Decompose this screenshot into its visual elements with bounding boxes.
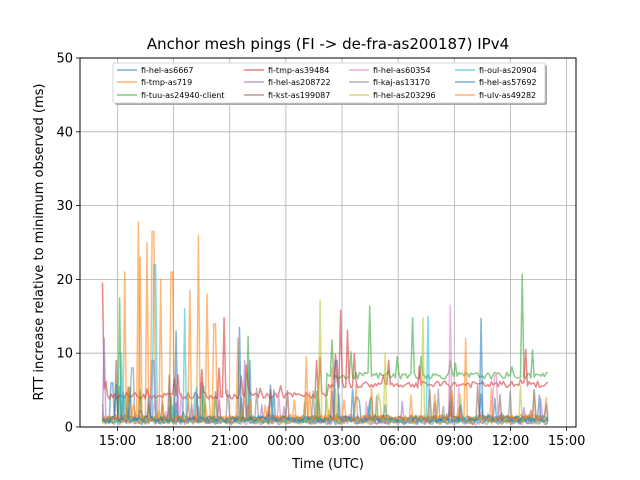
x-tick-label: 09:00 — [436, 434, 473, 449]
legend-label: fi-hel-as6667 — [141, 66, 193, 75]
legend-label: fi-kst-as199087 — [268, 91, 330, 100]
y-tick-label: 30 — [56, 199, 73, 214]
legend-box — [112, 62, 546, 104]
legend-label: fi-hel-as60354 — [373, 66, 431, 75]
y-tick-label: 50 — [56, 52, 73, 67]
legend-label: fi-hel-as208722 — [268, 78, 331, 87]
series-line — [102, 256, 549, 422]
y-tick-label: 40 — [56, 125, 73, 140]
legend-label: fi-hel-as57692 — [479, 78, 537, 87]
legend-label: fi-kaj-as13170 — [373, 78, 430, 87]
legend-label: fi-oul-as20904 — [479, 66, 537, 75]
x-tick-label: 00:00 — [267, 434, 304, 449]
y-axis-label: RTT increase relative to minimum observe… — [32, 84, 47, 401]
legend-label: fi-tmp-as39484 — [268, 66, 329, 75]
legend-label: fi-tmp-as719 — [141, 78, 192, 87]
x-tick-label: 18:00 — [155, 434, 192, 449]
series-layer — [101, 221, 549, 426]
y-tick-label: 20 — [56, 273, 73, 288]
x-tick-label: 21:00 — [211, 434, 248, 449]
axes: 15:00 18:00 21:00 00:00 03:00 06:00 09:00 12:00… — [56, 52, 585, 450]
x-tick-label: 03:00 — [323, 434, 360, 449]
legend-label: fi-ulv-as49282 — [479, 91, 536, 100]
series-line — [101, 317, 549, 423]
x-tick-label: 15:00 — [548, 434, 585, 449]
legend: fi-hel-as6667 fi-tmp-as719 fi-tuu-as24940-… — [112, 62, 547, 105]
x-axis-label: Time (UTC) — [291, 457, 364, 472]
plot-frame — [79, 57, 577, 428]
legend-label: fi-tuu-as24940-client — [141, 91, 224, 100]
x-tick-label: 06:00 — [379, 434, 416, 449]
y-tick-label: 10 — [56, 347, 73, 362]
y-tick-label: 0 — [65, 421, 73, 436]
chart-title: Anchor mesh pings (FI -> de-fra-as200187… — [147, 35, 509, 53]
legend-label: fi-hel-as203296 — [373, 91, 436, 100]
x-tick-label: 12:00 — [492, 434, 529, 449]
x-tick-label: 15:00 — [99, 434, 136, 449]
